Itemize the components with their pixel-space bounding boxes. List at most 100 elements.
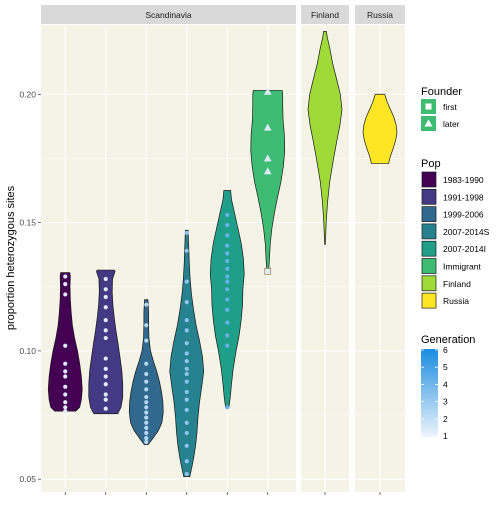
- data-point-later: [63, 361, 68, 366]
- data-point-later: [225, 343, 230, 348]
- data-point-later: [144, 387, 149, 392]
- data-point-later: [144, 439, 149, 445]
- data-point-later: [184, 379, 189, 384]
- data-point-later: [63, 405, 68, 410]
- legend-generation-label: 3: [443, 397, 448, 407]
- legend-generation-colorbar: [421, 349, 438, 437]
- data-point-later: [184, 407, 189, 412]
- legend-pop-label: 1999-2006: [443, 210, 484, 220]
- data-point-later: [103, 392, 108, 397]
- data-point-later: [63, 292, 68, 297]
- data-point-later: [225, 287, 230, 292]
- legend-generation-label: 6: [443, 345, 448, 355]
- data-point-later: [184, 397, 189, 402]
- data-point-later: [103, 335, 108, 341]
- legend-pop-key: [421, 240, 437, 257]
- data-point-later: [225, 233, 230, 238]
- data-point-later: [144, 405, 149, 410]
- data-point-later: [184, 443, 189, 448]
- legend-generation-label: 2: [443, 414, 448, 424]
- data-point-later: [184, 351, 189, 356]
- panel-scandinavia: Scandinavia: [41, 5, 296, 495]
- data-point-later: [184, 279, 189, 284]
- data-point-later: [184, 389, 189, 395]
- y-tick-label: 0.10: [19, 346, 36, 356]
- data-point-later: [144, 430, 149, 436]
- y-tick-label: 0.15: [19, 218, 36, 228]
- panel-finland: Finland: [301, 5, 349, 495]
- legend-pop-key: [421, 292, 437, 309]
- y-axis: 0.05 0.10 0.15 0.20: [19, 89, 41, 484]
- data-point-later: [184, 341, 189, 346]
- data-point-later: [225, 243, 230, 248]
- facet-strip-label: Russia: [367, 10, 393, 20]
- chart-panels: Scandinavia Finland Russia: [41, 5, 405, 495]
- data-point-later: [184, 317, 189, 323]
- data-point-later: [103, 276, 108, 282]
- legend-square-icon: [425, 103, 432, 110]
- data-point-later: [225, 274, 230, 279]
- legend: Founder Pop Generation first later 1983-19…: [421, 86, 490, 441]
- data-point-later: [144, 420, 149, 425]
- legend-pop-label: Finland: [443, 279, 471, 289]
- y-tick-label: 0.20: [19, 89, 36, 99]
- facet-strip: [355, 5, 405, 24]
- data-point-later: [103, 328, 108, 333]
- data-point-later: [103, 397, 108, 402]
- data-point-later: [103, 406, 108, 411]
- legend-pop-title: Pop: [421, 158, 441, 170]
- data-point-later: [184, 328, 189, 333]
- legend-pop-label: 2007-2014S: [443, 227, 490, 237]
- violin-immigrant: [250, 90, 286, 271]
- data-point-later: [144, 415, 149, 420]
- data-point-later: [184, 230, 189, 235]
- legend-triangle-icon: [424, 119, 433, 127]
- legend-pop-key: [421, 188, 437, 205]
- data-point-later: [144, 302, 149, 307]
- data-point-later: [184, 359, 189, 364]
- data-point-later: [225, 212, 230, 217]
- legend-pop-key: [421, 206, 437, 222]
- data-point-later: [184, 248, 189, 253]
- legend-pop-label: 1991-1998: [443, 192, 484, 202]
- legend-generation-label: 5: [443, 362, 448, 372]
- data-point-later: [63, 400, 68, 405]
- legend-pop-key: [421, 275, 437, 292]
- data-point-later: [63, 369, 68, 374]
- data-point-later: [184, 459, 189, 464]
- data-point-later: [225, 333, 230, 338]
- data-point-later: [144, 394, 149, 400]
- violin-1983-1990: [47, 272, 83, 412]
- legend-pop-key: [421, 223, 437, 240]
- data-point-later: [184, 430, 189, 436]
- violin-finland: [307, 31, 343, 245]
- data-point-later: [263, 123, 272, 131]
- data-point-later: [225, 258, 230, 264]
- facet-strip-label: Scandinavia: [145, 10, 192, 20]
- data-point-later: [103, 287, 108, 292]
- y-axis-label: proportion heterozygous sites: [5, 185, 17, 330]
- legend-pop-key: [421, 258, 437, 274]
- data-point-later: [63, 392, 68, 397]
- panel-russia: Russia: [355, 5, 405, 495]
- data-point-later: [144, 361, 149, 366]
- data-point-later: [103, 356, 108, 361]
- data-point-later: [225, 405, 230, 410]
- legend-pop-label: 2007-2014I: [443, 244, 486, 254]
- legend-pop-key: [421, 171, 437, 188]
- data-point-first: [264, 268, 272, 275]
- legend-founder-label: first: [443, 102, 457, 112]
- data-point-later: [263, 154, 272, 162]
- data-point-later: [63, 409, 68, 414]
- facet-strip-label: Finland: [311, 10, 339, 20]
- data-point-later: [184, 300, 189, 305]
- data-point-later: [63, 374, 68, 379]
- data-point-later: [184, 371, 189, 377]
- legend-generation-label: 4: [443, 379, 448, 389]
- data-point-later: [144, 323, 149, 328]
- y-tick-label: 0.05: [19, 474, 36, 484]
- data-point-later: [144, 400, 149, 405]
- data-point-later: [144, 371, 149, 377]
- data-point-later: [144, 425, 149, 430]
